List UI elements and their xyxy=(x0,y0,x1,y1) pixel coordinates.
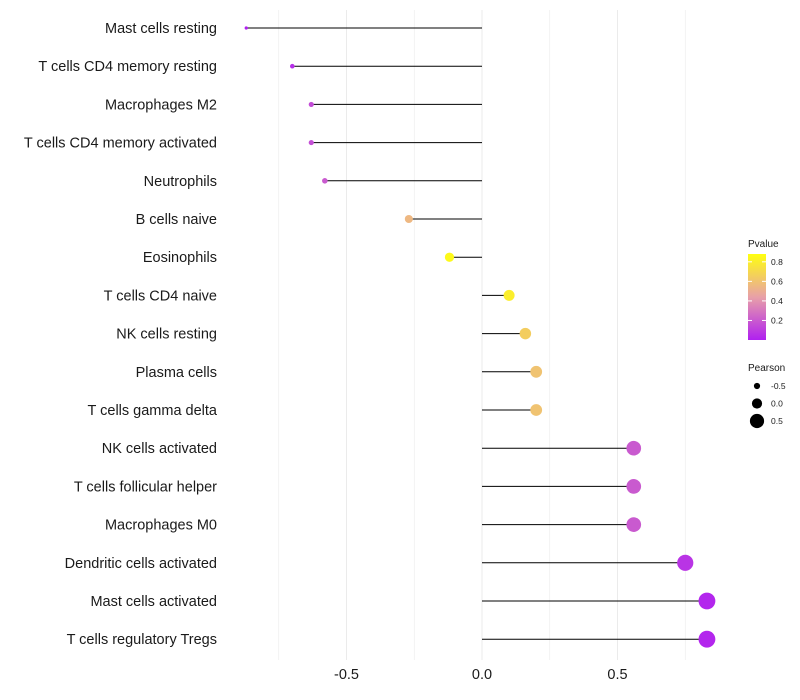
y-axis-label: Dendritic cells activated xyxy=(65,556,217,572)
lollipop-point xyxy=(519,327,532,340)
lollipop-point xyxy=(626,440,642,456)
x-tick-label: 0.5 xyxy=(607,667,627,683)
pearson-legend-label: 0.5 xyxy=(771,416,783,426)
y-axis-label: Macrophages M0 xyxy=(105,518,217,534)
pearson-legend-title: Pearson xyxy=(748,363,785,374)
y-axis-label: B cells naive xyxy=(136,212,217,228)
pvalue-legend-tick-label: 0.2 xyxy=(771,315,783,325)
pvalue-legend-title: Pvalue xyxy=(748,239,779,250)
y-axis-label: T cells CD4 memory resting xyxy=(38,59,217,75)
y-axis-label: Neutrophils xyxy=(144,174,217,190)
y-axis-label: T cells CD4 memory activated xyxy=(24,136,217,152)
pearson-legend-label: -0.5 xyxy=(771,381,786,391)
lollipop-point xyxy=(308,101,314,107)
pvalue-legend: Pvalue 0.2 0.4 0.6 0.8 xyxy=(748,239,783,340)
y-axis-label: Plasma cells xyxy=(136,365,217,381)
x-axis-tick-labels: -0.5 0.0 0.5 xyxy=(334,667,628,683)
pearson-legend-items: -0.5 0.0 0.5 xyxy=(749,381,786,429)
lollipop-point xyxy=(626,479,642,494)
pvalue-colorbar xyxy=(748,254,766,340)
y-axis-label: T cells regulatory Tregs xyxy=(67,632,217,648)
lollipop-point xyxy=(698,592,716,610)
pvalue-legend-tick-label: 0.8 xyxy=(771,257,783,267)
lollipop-point xyxy=(503,289,515,301)
x-tick-label: 0.0 xyxy=(472,667,492,683)
lollipop-point xyxy=(322,178,328,184)
lollipop-point xyxy=(698,630,716,648)
pearson-legend: Pearson -0.5 0.0 0.5 xyxy=(748,363,786,429)
lollipop-point xyxy=(308,140,314,146)
pvalue-legend-tick-label: 0.6 xyxy=(771,276,783,286)
lollipop-point xyxy=(530,404,543,416)
y-axis-label: T cells follicular helper xyxy=(74,479,217,495)
y-axis-label: T cells CD4 naive xyxy=(104,288,217,304)
y-axis-label: NK cells resting xyxy=(116,327,217,343)
pearson-legend-key xyxy=(753,382,761,390)
grid-lines xyxy=(278,10,686,660)
lollipop-point xyxy=(444,252,455,262)
y-axis-label: NK cells activated xyxy=(102,441,217,457)
lollipop-point xyxy=(677,554,694,571)
lollipop-point xyxy=(530,365,543,378)
pearson-legend-label: 0.0 xyxy=(771,399,783,409)
y-axis-labels: Mast cells resting T cells CD4 memory res… xyxy=(24,21,218,648)
lollipop-stems xyxy=(246,27,707,640)
lollipop-points xyxy=(244,26,716,648)
pearson-legend-key xyxy=(749,413,765,429)
pvalue-legend-tick-label: 0.4 xyxy=(771,296,783,306)
y-axis-label: Eosinophils xyxy=(143,250,217,266)
lollipop-point xyxy=(626,517,642,532)
y-axis-label: Macrophages M2 xyxy=(105,97,217,113)
x-tick-label: -0.5 xyxy=(334,667,359,683)
pvalue-legend-ticks: 0.2 0.4 0.6 0.8 xyxy=(748,257,783,325)
y-axis-label: T cells gamma delta xyxy=(88,403,218,419)
y-axis-label: Mast cells resting xyxy=(105,21,217,37)
lollipop-point xyxy=(404,214,413,224)
lollipop-point xyxy=(290,63,295,69)
y-axis-label: Mast cells activated xyxy=(90,594,217,610)
pearson-legend-key xyxy=(751,398,763,409)
lollipop-point xyxy=(244,26,248,30)
